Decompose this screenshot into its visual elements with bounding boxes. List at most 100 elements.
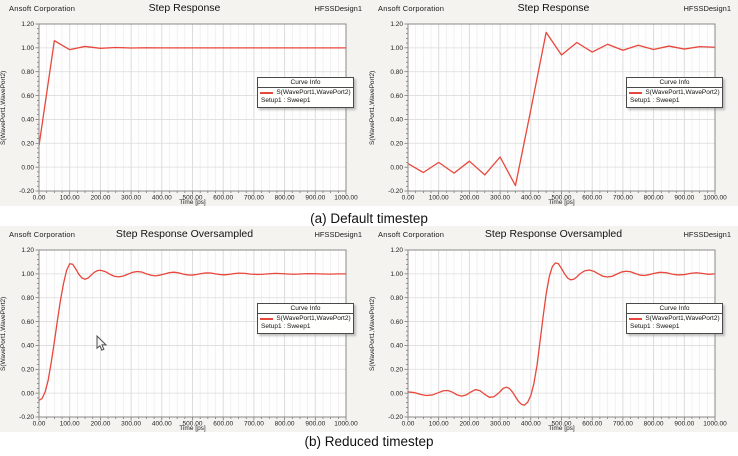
plot-top-left: Ansoft Corporation Step Response HFSSDes… — [0, 0, 369, 206]
legend-entry: S(WavePort1,WavePort2) — [258, 314, 353, 324]
x-tick-label: 1000.00 — [703, 195, 727, 202]
x-tick-label: 1000.00 — [703, 421, 727, 428]
plot-top-right: Ansoft Corporation Step Response HFSSDes… — [369, 0, 738, 206]
y-tick-label: 0.20 — [21, 366, 34, 373]
curve-swatch-icon — [629, 92, 643, 94]
chart-canvas: 0.00 100.00 200.00 300.00 400.00 500.00 600.00… — [388, 247, 727, 428]
x-tick-label: 0.00 — [402, 195, 415, 202]
x-tick-label: 200.00 — [90, 421, 110, 428]
y-tick-label: 0.20 — [390, 140, 403, 147]
x-tick-label: 200.00 — [459, 195, 479, 202]
y-tick-label: 0.00 — [390, 164, 403, 171]
x-tick-label: 800.00 — [275, 195, 295, 202]
y-tick-label: 0.00 — [21, 164, 34, 171]
curve-trace — [407, 31, 716, 187]
x-tick-label: 500.00 — [183, 421, 203, 428]
curve-swatch-icon — [260, 318, 274, 320]
y-tick-label: 0.40 — [390, 117, 403, 124]
legend-entry: S(WavePort1,WavePort2) — [627, 88, 722, 98]
x-tick-label: 600.00 — [213, 195, 233, 202]
legend-title: Curve Info — [627, 78, 722, 88]
x-tick-label: 900.00 — [305, 421, 325, 428]
y-tick-label: 0.00 — [390, 390, 403, 397]
y-tick-label: 1.20 — [21, 21, 34, 28]
x-tick-label: 700.00 — [613, 421, 633, 428]
x-tick-label: 700.00 — [244, 195, 264, 202]
legend-entry: S(WavePort1,WavePort2) — [258, 88, 353, 98]
x-tick-label: 100.00 — [60, 195, 80, 202]
y-tick-label: 1.20 — [390, 21, 403, 28]
legend-trace-label: S(WavePort1,WavePort2) — [645, 89, 720, 96]
x-tick-label: 500.00 — [552, 195, 572, 202]
legend-title: Curve Info — [627, 304, 722, 314]
x-tick-label: 700.00 — [613, 195, 633, 202]
x-tick-label: 400.00 — [521, 421, 541, 428]
x-tick-label: 100.00 — [429, 195, 449, 202]
curve-trace — [38, 40, 347, 147]
legend-title: Curve Info — [258, 304, 353, 314]
design-label: HFSSDesign1 — [683, 4, 731, 13]
chart-canvas: 0.00 100.00 200.00 300.00 400.00 500.00 600.00… — [19, 247, 358, 428]
x-tick-label: 700.00 — [244, 421, 264, 428]
curve-swatch-icon — [260, 92, 274, 94]
x-tick-label: 900.00 — [674, 421, 694, 428]
curve-trace — [38, 263, 347, 401]
legend-setup-label: Setup1 : Sweep1 — [261, 323, 311, 330]
vendor-label: Ansoft Corporation — [378, 230, 445, 239]
y-tick-label: 0.80 — [21, 69, 34, 76]
x-axis-title: Time [ps] — [179, 198, 206, 206]
y-tick-label: 0.40 — [390, 343, 403, 350]
plot-frame — [38, 23, 347, 192]
x-tick-label: 1000.00 — [334, 421, 358, 428]
y-tick-label: 0.60 — [21, 93, 34, 100]
x-tick-label: 500.00 — [183, 195, 203, 202]
x-tick-label: 900.00 — [305, 195, 325, 202]
y-tick-label: 0.20 — [390, 366, 403, 373]
y-tick-label: -0.20 — [19, 414, 34, 421]
legend-box: Curve Info S(WavePort1,WavePort2) Setup1… — [257, 303, 354, 334]
x-tick-label: 300.00 — [490, 421, 510, 428]
x-tick-label: 100.00 — [429, 421, 449, 428]
plot-frame — [407, 249, 716, 418]
vendor-label: Ansoft Corporation — [9, 4, 76, 13]
chart-canvas: 0.00 100.00 200.00 300.00 400.00 500.00 600.00… — [19, 21, 358, 202]
x-tick-label: 600.00 — [582, 421, 602, 428]
x-axis-title: Time [ps] — [548, 198, 575, 206]
x-tick-label: 600.00 — [582, 195, 602, 202]
legend-setup-label: Setup1 : Sweep1 — [261, 97, 311, 104]
y-tick-label: -0.20 — [388, 414, 403, 421]
plot-title: Step Response — [517, 2, 590, 14]
legend-trace-label: S(WavePort1,WavePort2) — [276, 315, 351, 322]
plot-frame — [38, 249, 347, 418]
vendor-label: Ansoft Corporation — [9, 230, 76, 239]
x-tick-label: 0.00 — [402, 421, 415, 428]
curve-trace — [407, 262, 716, 406]
x-tick-label: 900.00 — [674, 195, 694, 202]
x-tick-label: 0.00 — [33, 195, 46, 202]
design-label: HFSSDesign1 — [683, 230, 731, 239]
legend-title: Curve Info — [258, 78, 353, 88]
x-tick-label: 0.00 — [33, 421, 46, 428]
x-tick-label: 300.00 — [121, 195, 141, 202]
plot-title: Step Response — [148, 2, 221, 14]
y-tick-label: 0.40 — [21, 343, 34, 350]
y-tick-label: 0.80 — [390, 69, 403, 76]
curve-swatch-icon — [629, 318, 643, 320]
design-label: HFSSDesign1 — [314, 4, 362, 13]
x-tick-label: 800.00 — [275, 421, 295, 428]
caption-reduced-timestep: (b) Reduced timestep — [304, 434, 434, 449]
y-tick-label: 0.60 — [21, 319, 34, 326]
y-tick-label: 0.00 — [21, 390, 34, 397]
y-tick-label: 1.20 — [21, 247, 34, 254]
x-tick-label: 400.00 — [521, 195, 541, 202]
design-label: HFSSDesign1 — [314, 230, 362, 239]
y-tick-label: 1.00 — [21, 45, 34, 52]
caption-default-timestep: (a) Default timestep — [310, 211, 428, 226]
x-tick-label: 800.00 — [644, 421, 664, 428]
legend-entry: S(WavePort1,WavePort2) — [627, 314, 722, 324]
x-tick-label: 800.00 — [644, 195, 664, 202]
legend-trace-label: S(WavePort1,WavePort2) — [276, 89, 351, 96]
x-tick-label: 1000.00 — [334, 195, 358, 202]
legend-setup-label: Setup1 : Sweep1 — [630, 323, 680, 330]
